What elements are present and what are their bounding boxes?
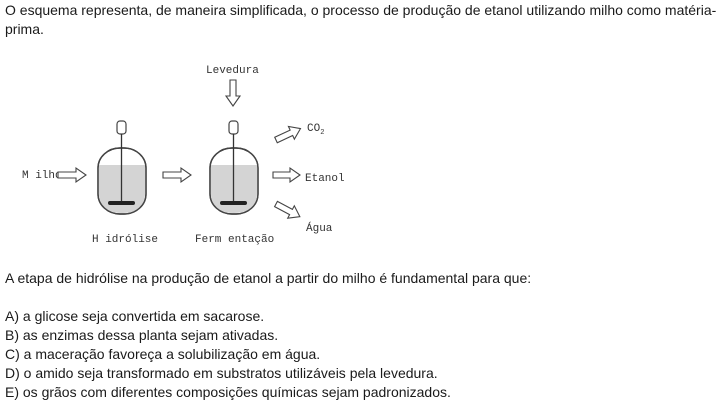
- option-e[interactable]: E) os grãos com diferentes composições q…: [5, 384, 451, 400]
- input-label: M ilho: [22, 170, 62, 182]
- question-text: A etapa de hidrólise na produção de etan…: [5, 270, 532, 286]
- arrow-input: [57, 166, 87, 184]
- hydrolysis-reactor: [97, 120, 147, 215]
- co2-subscript: 2: [320, 129, 324, 137]
- option-a[interactable]: A) a glicose seja convertida em sacarose…: [5, 308, 265, 324]
- water-label: Água: [306, 221, 333, 235]
- option-c[interactable]: C) a maceração favoreça a solubilização …: [5, 346, 321, 362]
- stage1-label: H idrólise: [92, 234, 158, 246]
- arrow-ethanol: [272, 166, 301, 184]
- process-diagram: M ilho Levedura CO2 Etanol Água H idróli…: [22, 65, 345, 246]
- intro-text: O esquema representa, de maneira simplif…: [5, 2, 717, 37]
- option-b[interactable]: B) as enzimas dessa planta sejam ativada…: [5, 327, 279, 343]
- option-d[interactable]: D) o amido seja transformado em substrat…: [5, 365, 438, 381]
- co2-text: CO: [307, 123, 321, 135]
- arrow-water: [273, 200, 301, 219]
- arrow-co2: [274, 125, 302, 144]
- stage2-label: Ferm entação: [195, 234, 274, 246]
- yeast-label: Levedura: [206, 65, 259, 77]
- answer-options: A) a glicose seja convertida em sacarose…: [5, 307, 451, 402]
- arrow-between: [162, 166, 192, 184]
- co2-label: CO2: [307, 123, 324, 137]
- arrow-yeast: [224, 79, 242, 107]
- ethanol-label: Etanol: [305, 173, 345, 185]
- fermentation-reactor: [209, 120, 259, 215]
